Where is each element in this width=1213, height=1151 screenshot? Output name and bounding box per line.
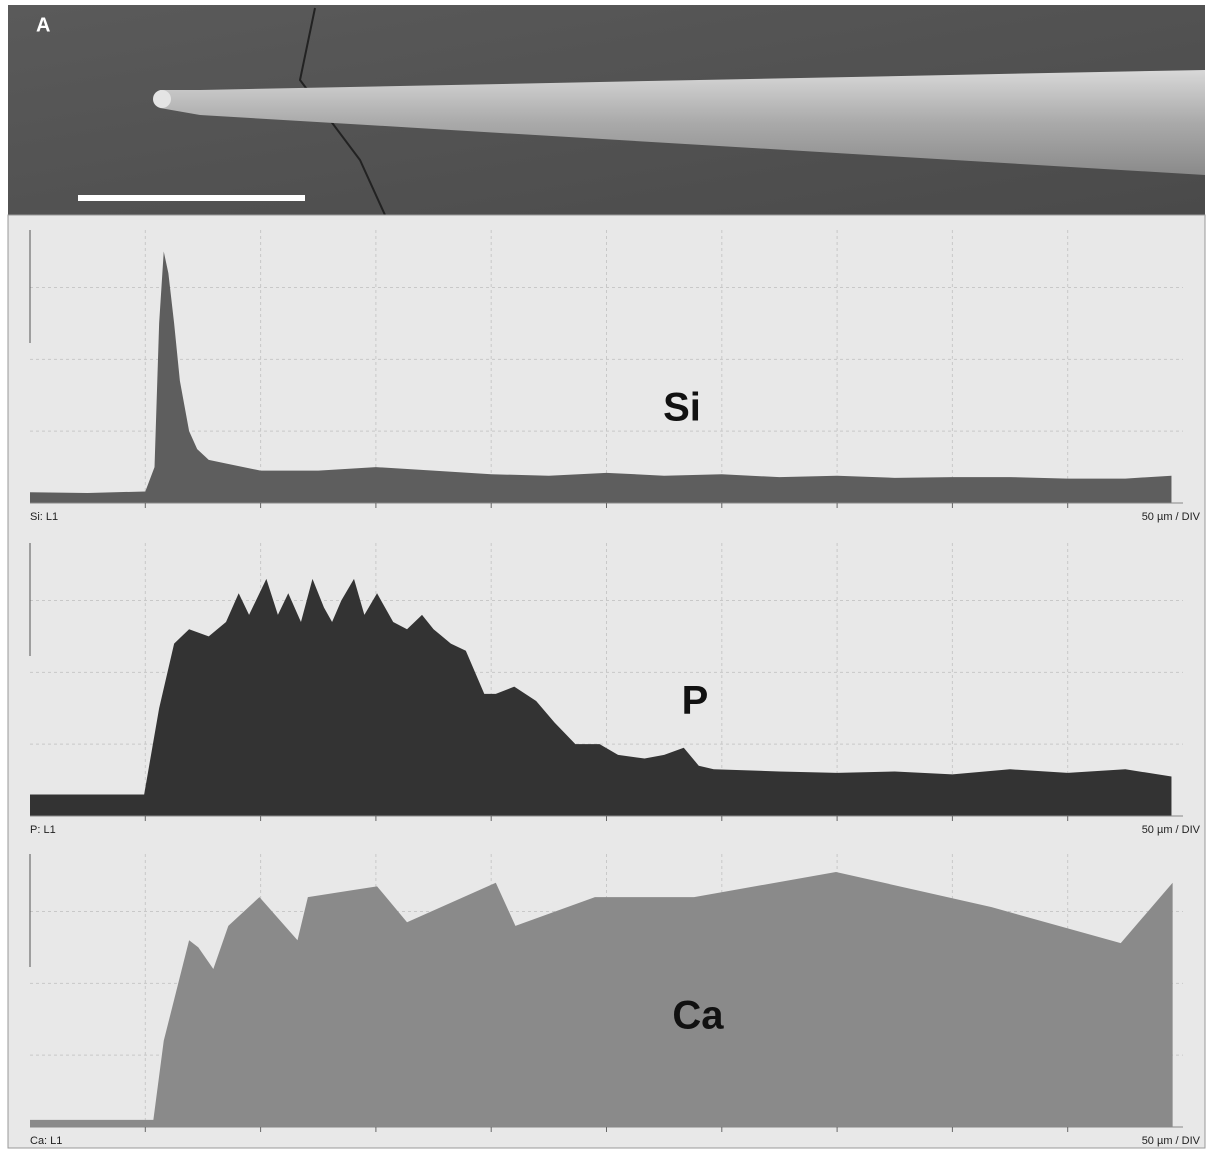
scan-label: Ca: L1 [30,1135,62,1147]
scan-label: P: L1 [30,824,56,836]
needle-tip [153,90,171,108]
scale-label: 50 µm / DIV [1142,511,1201,523]
element-label: P [682,679,709,723]
line-scan-area [30,871,1173,1127]
scan-label: Si: L1 [30,511,58,523]
scale-bar [78,195,305,201]
element-label: Ca [672,994,724,1038]
scale-label: 50 µm / DIV [1142,1135,1201,1147]
element-label: Si [663,386,701,430]
scale-label: 50 µm / DIV [1142,824,1201,836]
panel-label: A [36,14,50,36]
needle [155,70,1205,175]
line-scan-area [30,578,1172,816]
